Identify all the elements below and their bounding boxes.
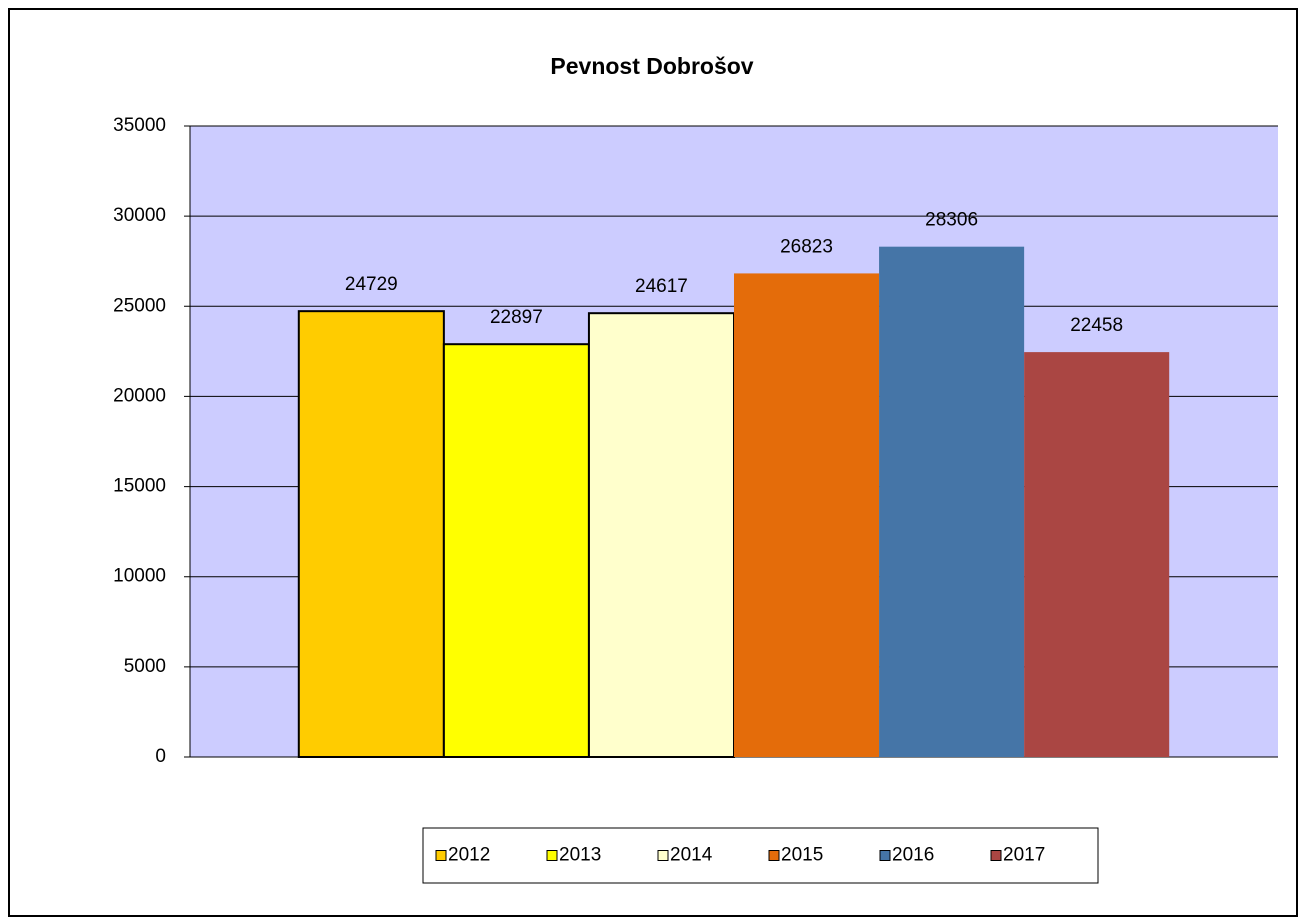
- bar: [442, 343, 590, 758]
- data-label: 26823: [780, 236, 833, 257]
- data-label: 22458: [1070, 315, 1123, 336]
- data-label: 24729: [345, 274, 398, 295]
- legend-label: 2015: [781, 845, 823, 866]
- legend-swatch: [768, 850, 780, 861]
- legend-box: [422, 827, 1099, 884]
- legend-label: 2012: [448, 845, 490, 866]
- legend-swatch: [657, 850, 669, 861]
- legend-label: 2013: [559, 845, 601, 866]
- bar: [734, 273, 880, 757]
- legend-swatch: [990, 850, 1002, 861]
- y-tick-label: 35000: [113, 115, 166, 136]
- legend-label: 2017: [1003, 845, 1045, 866]
- legend-swatch: [546, 850, 558, 861]
- legend-label: 2016: [892, 845, 934, 866]
- bar: [587, 312, 736, 758]
- data-label: 28306: [925, 210, 978, 231]
- y-tick-label: 0: [155, 746, 166, 767]
- bar: [879, 246, 1025, 757]
- bar: [1024, 352, 1170, 757]
- y-tick-label: 25000: [113, 295, 166, 316]
- data-label: 22897: [490, 307, 543, 328]
- chart-title: Pevnost Dobrošov: [550, 53, 753, 79]
- legend-swatch: [435, 850, 447, 861]
- y-tick-label: 5000: [124, 656, 166, 677]
- y-tick-label: 30000: [113, 205, 166, 226]
- data-label: 24617: [635, 276, 688, 297]
- y-tick-label: 10000: [113, 566, 166, 587]
- legend-swatch: [879, 850, 891, 861]
- y-tick-label: 15000: [113, 476, 166, 497]
- bar: [297, 310, 445, 758]
- y-tick-label: 20000: [113, 385, 166, 406]
- legend-label: 2014: [670, 845, 713, 866]
